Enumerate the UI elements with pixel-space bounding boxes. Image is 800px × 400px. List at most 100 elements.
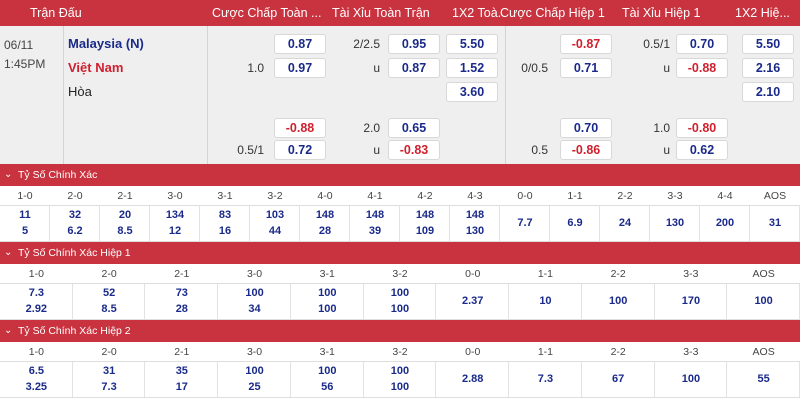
score-cell[interactable]: 100 100 — [364, 362, 437, 397]
score-odd[interactable]: 25 — [248, 381, 261, 393]
score-odd[interactable]: 2.88 — [462, 373, 484, 385]
score-cell[interactable]: 148 39 — [350, 206, 400, 241]
score-odd[interactable]: 109 — [415, 225, 435, 237]
ah-full-odd-4[interactable]: 0.72 — [274, 140, 326, 160]
score-odd[interactable]: 100 — [608, 295, 628, 307]
ah-full-odd-3[interactable]: -0.88 — [274, 118, 326, 138]
x12-full-home[interactable]: 5.50 — [446, 34, 498, 54]
header-handicap-full[interactable]: Cược Chấp Toàn ... — [212, 6, 322, 20]
score-odd[interactable]: 20 — [118, 209, 132, 221]
score-cell[interactable]: 134 12 — [150, 206, 200, 241]
score-odd[interactable]: 34 — [248, 303, 261, 315]
ou-half-odd-4[interactable]: 0.62 — [676, 140, 728, 160]
score-odd[interactable]: 134 — [165, 209, 185, 221]
score-odd[interactable]: 7.3 — [537, 373, 554, 385]
score-odd[interactable]: 100 — [681, 373, 701, 385]
score-cell[interactable]: 6.9 — [550, 206, 600, 241]
score-odd[interactable]: 100 — [245, 287, 264, 299]
score-odd[interactable]: 56 — [321, 381, 334, 393]
score-odd[interactable]: 130 — [465, 225, 485, 237]
header-1x2-half[interactable]: 1X2 Hiệ... — [735, 6, 790, 20]
header-over-under-full[interactable]: Tài Xỉu Toàn Trận — [332, 6, 430, 20]
score-odd[interactable]: 7.3 — [28, 287, 44, 299]
score-cell[interactable]: 31 7.3 — [73, 362, 146, 397]
x12-full-draw[interactable]: 3.60 — [446, 82, 498, 102]
ah-full-odd-1[interactable]: 0.87 — [274, 34, 326, 54]
score-odd[interactable]: 32 — [68, 209, 82, 221]
score-cell[interactable]: 35 17 — [145, 362, 219, 397]
ou-full-odd-1[interactable]: 0.95 — [388, 34, 440, 54]
score-odd[interactable]: 12 — [168, 225, 182, 237]
score-cell[interactable]: 11 5 — [0, 206, 50, 241]
ou-full-odd-3[interactable]: 0.65 — [388, 118, 440, 138]
score-odd[interactable]: 148 — [315, 209, 335, 221]
score-odd[interactable]: 100 — [318, 287, 337, 299]
score-odd[interactable]: 5 — [21, 225, 29, 237]
score-odd[interactable]: 100 — [754, 295, 773, 307]
ah-half-odd-1[interactable]: -0.87 — [560, 34, 612, 54]
score-odd[interactable]: 11 — [19, 209, 31, 221]
score-cell[interactable]: 100 34 — [218, 284, 291, 319]
section-title[interactable]: ⌄ Tỷ Số Chính Xác Hiệp 2 — [0, 320, 800, 342]
score-cell[interactable]: 7.3 2.92 — [0, 284, 73, 319]
score-odd[interactable]: 67 — [612, 373, 625, 385]
score-odd[interactable]: 100 — [245, 365, 264, 377]
score-odd[interactable]: 2.37 — [462, 295, 484, 307]
score-odd[interactable]: 6.9 — [567, 217, 583, 229]
ah-half-odd-2[interactable]: 0.71 — [560, 58, 612, 78]
score-odd[interactable]: 100 — [390, 381, 410, 393]
score-odd[interactable]: 8.5 — [117, 225, 133, 237]
score-cell[interactable]: 31 — [750, 206, 800, 241]
ou-half-odd-3[interactable]: -0.80 — [676, 118, 728, 138]
score-cell[interactable]: 2.37 — [436, 284, 510, 319]
score-odd[interactable]: 24 — [618, 217, 632, 229]
score-odd[interactable]: 100 — [318, 365, 337, 377]
score-odd[interactable]: 170 — [681, 295, 701, 307]
score-odd[interactable]: 10 — [539, 295, 552, 307]
score-odd[interactable]: 28 — [318, 225, 332, 237]
score-odd[interactable]: 44 — [268, 225, 282, 237]
score-cell[interactable]: 6.5 3.25 — [0, 362, 73, 397]
score-odd[interactable]: 130 — [665, 217, 685, 229]
ah-full-odd-2[interactable]: 0.97 — [274, 58, 326, 78]
score-odd[interactable]: 17 — [175, 381, 188, 393]
score-odd[interactable]: 148 — [415, 209, 435, 221]
score-cell[interactable]: 100 — [727, 284, 800, 319]
score-odd[interactable]: 2.92 — [25, 303, 48, 315]
score-odd[interactable]: 100 — [390, 303, 410, 315]
score-cell[interactable]: 24 — [600, 206, 650, 241]
score-cell[interactable]: 20 8.5 — [100, 206, 150, 241]
chevron-down-icon[interactable]: ⌄ — [4, 325, 13, 336]
score-odd[interactable]: 148 — [465, 209, 485, 221]
score-odd[interactable]: 73 — [175, 287, 188, 299]
score-odd[interactable]: 7.3 — [101, 381, 117, 393]
score-cell[interactable]: 67 — [582, 362, 655, 397]
score-cell[interactable]: 10 — [509, 284, 582, 319]
score-odd[interactable]: 7.7 — [517, 217, 533, 229]
score-cell[interactable]: 7.3 — [509, 362, 582, 397]
score-cell[interactable]: 2.88 — [436, 362, 510, 397]
header-handicap-half[interactable]: Cược Chấp Hiệp 1 — [500, 6, 605, 20]
score-odd[interactable]: 35 — [175, 365, 188, 377]
score-odd[interactable]: 103 — [265, 209, 285, 221]
score-odd[interactable]: 16 — [218, 225, 232, 237]
score-odd[interactable]: 55 — [757, 373, 770, 385]
header-1x2-full[interactable]: 1X2 Toà... — [452, 6, 502, 20]
score-odd[interactable]: 200 — [715, 217, 735, 229]
section-title[interactable]: ⌄ Tỷ Số Chính Xác — [0, 164, 800, 186]
score-cell[interactable]: 148 28 — [300, 206, 350, 241]
x12-full-away[interactable]: 1.52 — [446, 58, 498, 78]
ah-half-odd-4[interactable]: -0.86 — [560, 140, 612, 160]
chevron-down-icon[interactable]: ⌄ — [4, 169, 13, 180]
score-odd[interactable]: 6.2 — [67, 225, 83, 237]
score-cell[interactable]: 100 — [655, 362, 728, 397]
header-over-under-half[interactable]: Tài Xỉu Hiệp 1 — [622, 6, 701, 20]
score-cell[interactable]: 130 — [650, 206, 700, 241]
score-cell[interactable]: 100 — [582, 284, 655, 319]
score-cell[interactable]: 148 109 — [400, 206, 450, 241]
score-cell[interactable]: 100 56 — [291, 362, 364, 397]
score-odd[interactable]: 31 — [768, 217, 782, 229]
ou-full-odd-2[interactable]: 0.87 — [388, 58, 440, 78]
score-cell[interactable]: 73 28 — [145, 284, 219, 319]
score-odd[interactable]: 3.25 — [25, 381, 48, 393]
